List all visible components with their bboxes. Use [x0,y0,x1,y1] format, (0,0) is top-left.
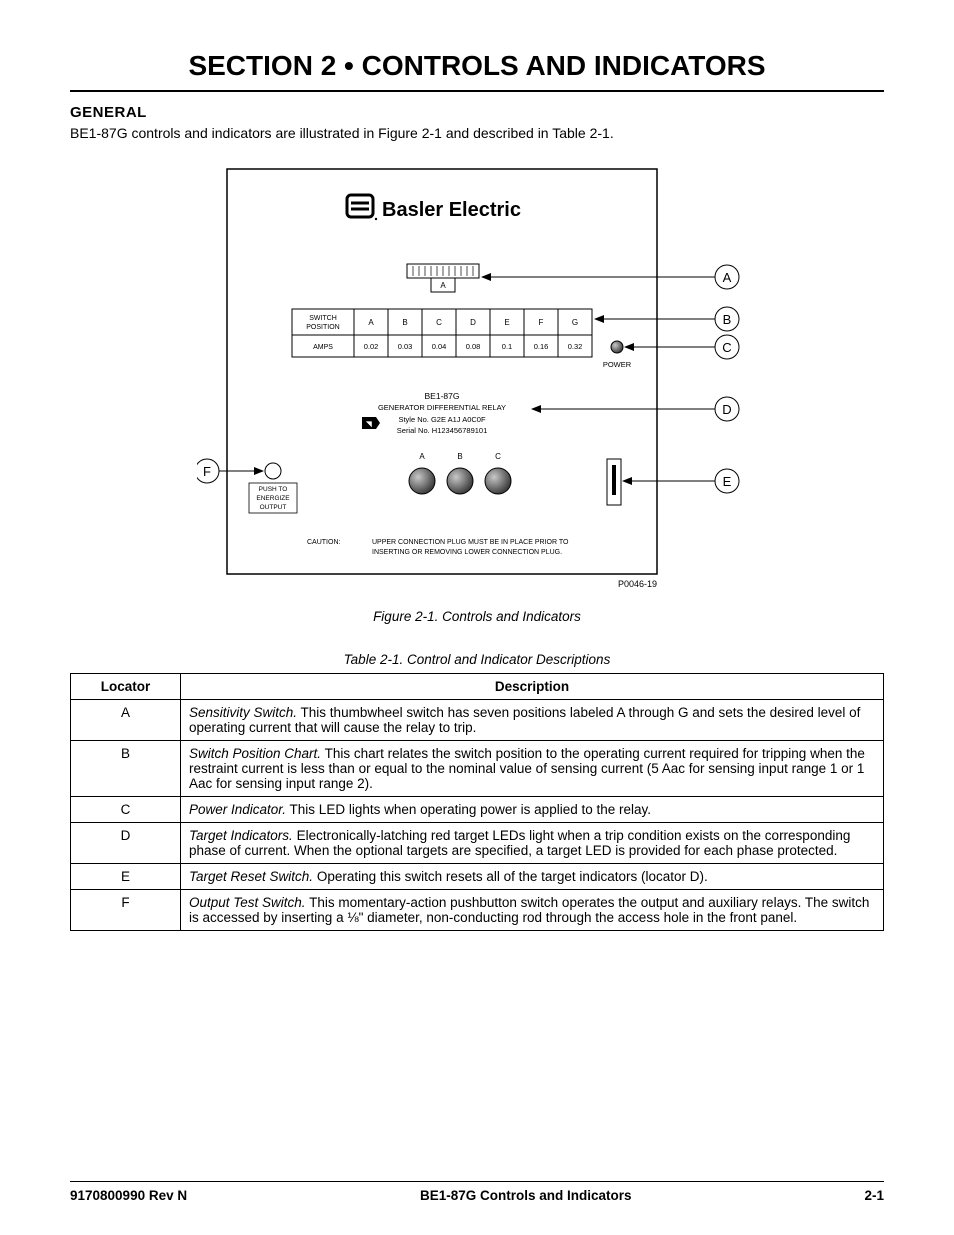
locator-cell: F [71,890,181,931]
description-cell: Target Reset Switch. Operating this swit… [181,864,884,890]
svg-text:D: D [470,318,476,327]
svg-text:E: E [504,318,509,327]
switch-position-label2: POSITION [306,324,339,331]
footer-center: BE1-87G Controls and Indicators [420,1188,632,1203]
header-description: Description [181,674,884,700]
description-cell: Target Indicators. Electronically-latchi… [181,823,884,864]
description-cell: Sensitivity Switch. This thumbwheel swit… [181,700,884,741]
style-number: Style No. G2E A1J A0C0F [398,415,486,424]
locator-cell: E [71,864,181,890]
title-rule [70,90,884,92]
figure-caption: Figure 2-1. Controls and Indicators [70,609,884,624]
output-test-hole [265,463,281,479]
push-line-1: PUSH TO [259,486,288,493]
locator-cell: A [71,700,181,741]
svg-text:0.32: 0.32 [568,342,583,351]
table-row: BSwitch Position Chart. This chart relat… [71,741,884,797]
svg-text:0.08: 0.08 [466,342,481,351]
svg-text:0.04: 0.04 [432,342,447,351]
svg-text:A: A [723,270,732,285]
svg-text:0.03: 0.03 [398,342,413,351]
drawing-number: P0046-19 [618,579,657,589]
svg-text:B: B [402,318,407,327]
svg-text:A: A [368,318,374,327]
svg-text:F: F [539,318,544,327]
thumbwheel-letter: A [440,281,446,290]
description-cell: Switch Position Chart. This chart relate… [181,741,884,797]
caution-text-2: INSERTING OR REMOVING LOWER CONNECTION P… [372,549,562,556]
power-label: POWER [603,360,632,369]
svg-text:◥: ◥ [365,421,372,428]
brand-text: Basler Electric [382,199,521,221]
figure-container: Basler Electric A SWITCH POSITION AMPS A… [70,159,884,599]
model-number: BE1-87G [425,391,460,401]
model-subtitle: GENERATOR DIFFERENTIAL RELAY [378,403,506,412]
footer-left: 9170800990 Rev N [70,1188,187,1203]
svg-text:B: B [457,452,462,461]
intro-text: BE1-87G controls and indicators are illu… [70,125,884,141]
section-title: SECTION 2 • CONTROLS AND INDICATORS [70,50,884,82]
svg-text:E: E [723,474,732,489]
power-led [611,341,623,353]
description-cell: Power Indicator. This LED lights when op… [181,797,884,823]
description-cell: Output Test Switch. This momentary-actio… [181,890,884,931]
amps-label: AMPS [313,344,333,351]
caution-text-1: UPPER CONNECTION PLUG MUST BE IN PLACE P… [372,539,569,546]
header-locator: Locator [71,674,181,700]
svg-text:C: C [436,318,442,327]
page-footer: 9170800990 Rev N BE1-87G Controls and In… [70,1181,884,1203]
panel-diagram: Basler Electric A SWITCH POSITION AMPS A… [197,159,757,599]
locator-cell: C [71,797,181,823]
svg-text:B: B [723,312,732,327]
push-line-3: OUTPUT [260,504,287,511]
footer-right: 2-1 [864,1188,884,1203]
table-row: FOutput Test Switch. This momentary-acti… [71,890,884,931]
svg-text:C: C [495,452,501,461]
general-heading: GENERAL [70,104,884,121]
locator-cell: B [71,741,181,797]
svg-text:0.1: 0.1 [502,342,512,351]
table-caption: Table 2-1. Control and Indicator Descrip… [70,652,884,667]
svg-text:F: F [203,464,211,479]
serial-number: Serial No. H123456789101 [397,426,487,435]
table-row: ASensitivity Switch. This thumbwheel swi… [71,700,884,741]
svg-text:0.02: 0.02 [364,342,379,351]
svg-text:D: D [722,402,731,417]
descriptions-table: Locator Description ASensitivity Switch.… [70,673,884,931]
locator-cell: D [71,823,181,864]
svg-text:C: C [722,340,731,355]
switch-position-label: SWITCH [309,315,337,322]
caution-label: CAUTION: [307,539,341,546]
svg-text:0.16: 0.16 [534,342,549,351]
table-row: DTarget Indicators. Electronically-latch… [71,823,884,864]
svg-text:A: A [419,452,425,461]
push-line-2: ENERGIZE [256,495,290,502]
table-row: ETarget Reset Switch. Operating this swi… [71,864,884,890]
table-row: CPower Indicator. This LED lights when o… [71,797,884,823]
svg-text:G: G [572,318,578,327]
